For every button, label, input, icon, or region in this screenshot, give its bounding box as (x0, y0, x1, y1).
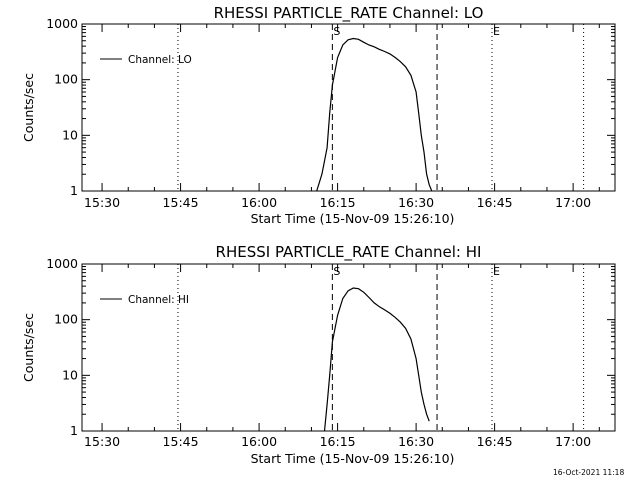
marker-label-e: E (493, 25, 500, 38)
y-tick-label: 1000 (46, 16, 78, 31)
marker-label-s: S (333, 265, 340, 278)
x-tick-label: 16:15 (320, 195, 356, 210)
chart-panel-lo: RHESSI PARTICLE_RATE Channel: LO 1 10 100 10… (21, 4, 616, 226)
x-tick-label: 16:45 (477, 434, 513, 449)
footer-timestamp: 16-Oct-2021 11:18 (553, 468, 625, 477)
y-tick-label: 1 (70, 423, 78, 438)
x-tick-label: 16:45 (477, 195, 513, 210)
series-line (323, 287, 430, 432)
y-tick-label: 10 (62, 127, 78, 142)
y-axis-label: Counts/sec (21, 73, 36, 142)
plot-frame (81, 263, 616, 432)
x-axis-label: Start Time (15-Nov-09 15:26:10) (251, 451, 455, 466)
plot-frame (81, 23, 616, 192)
marker-label-s: S (333, 25, 340, 38)
y-tick-label: 10 (62, 367, 78, 382)
y-tick-label: 1000 (46, 256, 78, 271)
x-tick-label: 15:45 (163, 195, 199, 210)
x-tick-label: 16:00 (241, 434, 277, 449)
y-axis-label: Counts/sec (21, 313, 36, 382)
series-line (316, 37, 433, 192)
chart-panel-hi: RHESSI PARTICLE_RATE Channel: HI 1 10 100 10… (21, 243, 616, 466)
legend-label: Channel: HI (128, 294, 189, 306)
x-tick-label: 16:00 (241, 195, 277, 210)
chart-title: RHESSI PARTICLE_RATE Channel: HI (216, 243, 482, 262)
x-tick-label: 17:00 (555, 195, 591, 210)
x-tick-label: 15:30 (84, 195, 120, 210)
x-tick-label: 16:15 (320, 434, 356, 449)
x-tick-label: 15:30 (84, 434, 120, 449)
y-tick-label: 100 (54, 72, 78, 87)
y-tick-label: 100 (54, 312, 78, 327)
marker-label-e: E (493, 265, 500, 278)
x-tick-label: 16:30 (398, 195, 434, 210)
x-tick-label: 15:45 (163, 434, 199, 449)
y-tick-label: 1 (70, 183, 78, 198)
x-tick-label: 17:00 (555, 434, 591, 449)
x-tick-label: 16:30 (398, 434, 434, 449)
x-axis-label: Start Time (15-Nov-09 15:26:10) (251, 211, 455, 226)
chart-title: RHESSI PARTICLE_RATE Channel: LO (214, 4, 484, 23)
legend-label: Channel: LO (128, 54, 192, 66)
